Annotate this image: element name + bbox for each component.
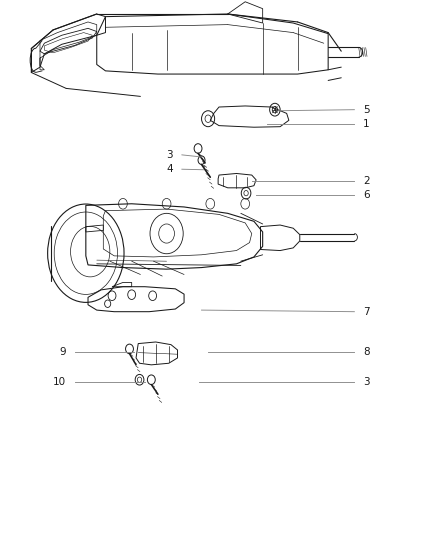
- Text: 4: 4: [166, 164, 173, 174]
- Text: 3: 3: [166, 150, 173, 160]
- Text: 10: 10: [53, 377, 66, 387]
- Text: 5: 5: [363, 104, 370, 115]
- Text: 7: 7: [363, 306, 370, 317]
- Text: 8: 8: [363, 346, 370, 357]
- Text: 3: 3: [363, 377, 370, 387]
- Text: 9: 9: [60, 346, 66, 357]
- Text: 2: 2: [363, 176, 370, 187]
- Text: 6: 6: [363, 190, 370, 200]
- Text: 1: 1: [363, 119, 370, 129]
